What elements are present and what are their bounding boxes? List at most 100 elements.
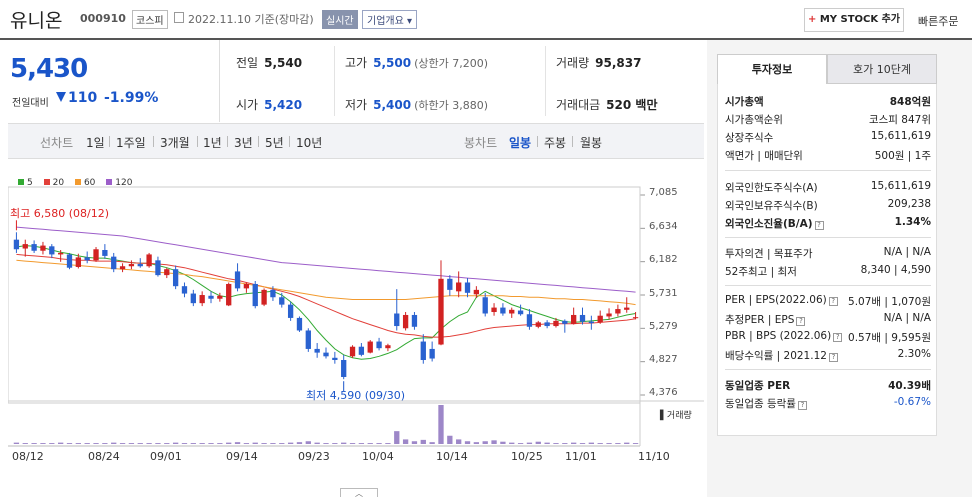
stat-low-label: 저가 <box>345 98 368 112</box>
candle <box>473 289 480 295</box>
volume-bar <box>562 443 568 444</box>
row-listed-shares: 상장주식수 15,611,619 <box>725 130 931 145</box>
stat-open-value: 5,420 <box>264 98 303 112</box>
volume-bar <box>190 443 196 444</box>
row-value: N/A | N/A <box>883 312 931 324</box>
stat-low-value: 5,400 <box>373 98 412 112</box>
volume-legend: ▌거래량 <box>660 411 692 421</box>
candle <box>535 322 541 327</box>
section-divider <box>725 170 931 171</box>
tab-invest-info[interactable]: 투자정보 <box>717 54 827 84</box>
volume-bar <box>119 443 126 444</box>
legend-ma60: 60 <box>83 178 96 188</box>
candle <box>226 283 232 306</box>
volume-bar <box>155 443 161 444</box>
candle <box>146 254 152 267</box>
company-overview-dropdown[interactable]: 기업개요 ▾ <box>362 10 417 29</box>
legend-ma5: 5 <box>27 178 33 188</box>
stat-open: 시가 5,420 <box>236 96 302 113</box>
volume-bar <box>624 442 630 444</box>
row-label: PBR | BPS (2022.06) <box>725 330 832 342</box>
stat-high: 고가 5,500 (상한가 7,200) <box>345 54 488 71</box>
tab-candle-daily[interactable]: 일봉 <box>509 136 532 150</box>
volume-bar <box>429 442 435 444</box>
add-mystock-button[interactable]: + MY STOCK 추가 <box>804 8 904 32</box>
row-label: 동일업종 등락률 <box>725 398 796 410</box>
x-tick-label: 10/14 <box>436 450 468 463</box>
volume-bar <box>358 443 365 444</box>
volume-bar <box>526 442 533 444</box>
stat-volume: 거래량 95,837 <box>556 54 641 71</box>
tab-period-3m[interactable]: 3개월 <box>160 136 190 150</box>
collapse-chart-button[interactable]: ︿ <box>340 488 378 497</box>
candle <box>314 348 320 353</box>
x-tick-label: 09/23 <box>298 450 330 463</box>
row-52w: 52주최고 | 최저 8,340 | 4,590 <box>725 264 931 279</box>
volume-bar <box>234 442 241 444</box>
x-tick-label: 10/25 <box>511 450 543 463</box>
volume-bar <box>597 443 603 444</box>
header-divider <box>0 38 972 40</box>
legend-ma20: 20 <box>52 178 65 188</box>
stat-volume-label: 거래량 <box>556 56 590 70</box>
price-divider <box>219 40 220 122</box>
candle <box>13 239 20 250</box>
candle <box>544 322 550 327</box>
realtime-button[interactable]: 실시간 <box>322 10 358 29</box>
volume-bar <box>402 439 409 444</box>
candle <box>155 260 161 276</box>
quick-order-link[interactable]: 빠른주문 <box>918 15 959 28</box>
volume-bar <box>164 443 170 444</box>
tab-period-10y[interactable]: 10년 <box>296 136 323 150</box>
help-icon[interactable]: ? <box>833 333 843 342</box>
candle <box>411 314 418 327</box>
tab-orderbook[interactable]: 호가 10단계 <box>827 54 937 84</box>
volume-bar <box>606 443 612 444</box>
candle <box>358 346 365 355</box>
candle <box>111 256 117 270</box>
tab-candle-weekly[interactable]: 주봉 <box>544 136 567 150</box>
row-label: 상장주식수 <box>725 132 774 144</box>
tab-period-5y[interactable]: 5년 <box>265 136 284 150</box>
candle <box>579 314 586 322</box>
volume-bar <box>13 442 20 444</box>
tab-period-1w[interactable]: 1주일 <box>116 136 146 150</box>
x-tick-label: 11/10 <box>638 450 670 463</box>
help-icon[interactable]: ? <box>814 221 824 230</box>
tab-period-3y[interactable]: 3년 <box>234 136 253 150</box>
invest-info-box: 시가총액 848억원 시가총액순위 코스피 847위 상장주식수 15,611,619… <box>717 84 937 436</box>
candle <box>199 295 205 304</box>
volume-bar <box>93 443 99 444</box>
legend-swatch-ma20 <box>43 179 50 185</box>
row-dividend: 배당수익률 | 2021.12? 2.30% <box>725 348 931 363</box>
help-icon[interactable]: ? <box>828 353 838 362</box>
volume-bar <box>535 441 541 444</box>
market-badge: 코스피 <box>132 10 168 29</box>
row-label: 시가총액 <box>725 96 764 108</box>
tab-period-1d[interactable]: 1일 <box>86 136 105 150</box>
help-icon[interactable]: ? <box>796 317 806 326</box>
volume-bar <box>323 443 329 444</box>
candle <box>57 252 64 255</box>
tab-period-1y[interactable]: 1년 <box>203 136 222 150</box>
help-icon[interactable]: ? <box>797 401 807 410</box>
tab-candle-monthly[interactable]: 월봉 <box>580 136 603 150</box>
row-label: 동일업종 PER <box>725 380 791 392</box>
price-chart[interactable]: 5 20 60 120 7,085 6,634 6,182 5,731 5,27… <box>8 165 704 490</box>
volume-bar <box>66 443 73 444</box>
row-label: 액면가 | 매매단위 <box>725 150 803 162</box>
candle <box>491 307 497 313</box>
tab-divider <box>572 136 573 147</box>
volume-bar <box>199 443 205 444</box>
current-price: 5,430 <box>10 54 88 84</box>
stat-amount: 거래대금 520 백만 <box>556 96 657 113</box>
high-annotation: 최고 6,580 (08/12) <box>10 207 110 220</box>
volume-bar <box>296 442 303 444</box>
candle <box>137 264 143 267</box>
help-icon[interactable]: ? <box>828 297 838 306</box>
candle <box>119 266 126 270</box>
row-value: 8,340 | 4,590 <box>860 264 931 276</box>
y-tick-label: 6,634 <box>649 221 678 232</box>
row-label: 외국인한도주식수(A) <box>725 182 818 194</box>
row-value: 2.30% <box>897 348 931 360</box>
